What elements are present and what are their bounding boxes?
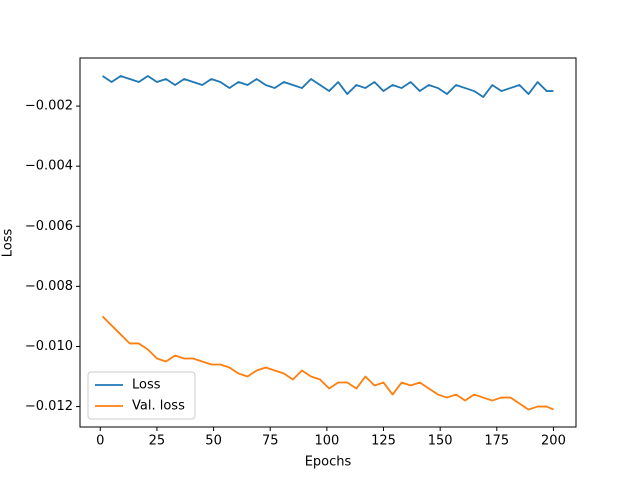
line-series	[101, 315, 554, 411]
x-tick-label: 50	[205, 434, 222, 449]
x-tick-label: 100	[314, 434, 339, 449]
x-tick-label: 125	[371, 434, 396, 449]
y-tick-label: −0.004	[25, 159, 73, 174]
legend-label: Loss	[132, 378, 161, 393]
y-axis-label: Loss	[1, 229, 16, 258]
x-tick-label: 0	[96, 434, 104, 449]
legend-label: Val. loss	[132, 399, 185, 414]
y-tick-label: −0.012	[25, 399, 73, 414]
axes-frame	[79, 57, 577, 428]
x-tick-label: 75	[262, 434, 279, 449]
y-tick-label: −0.008	[25, 279, 73, 294]
y-tick-label: −0.010	[25, 339, 73, 354]
legend-box	[87, 371, 196, 420]
x-tick-label: 175	[484, 434, 509, 449]
x-tick-label: 150	[428, 434, 453, 449]
line-series	[102, 75, 554, 98]
y-tick-label: −0.006	[25, 219, 73, 234]
x-tick-label: 200	[541, 434, 566, 449]
x-tick-label: 25	[149, 434, 166, 449]
y-tick-label: −0.002	[25, 99, 73, 114]
x-axis-label: Epochs	[305, 455, 352, 470]
